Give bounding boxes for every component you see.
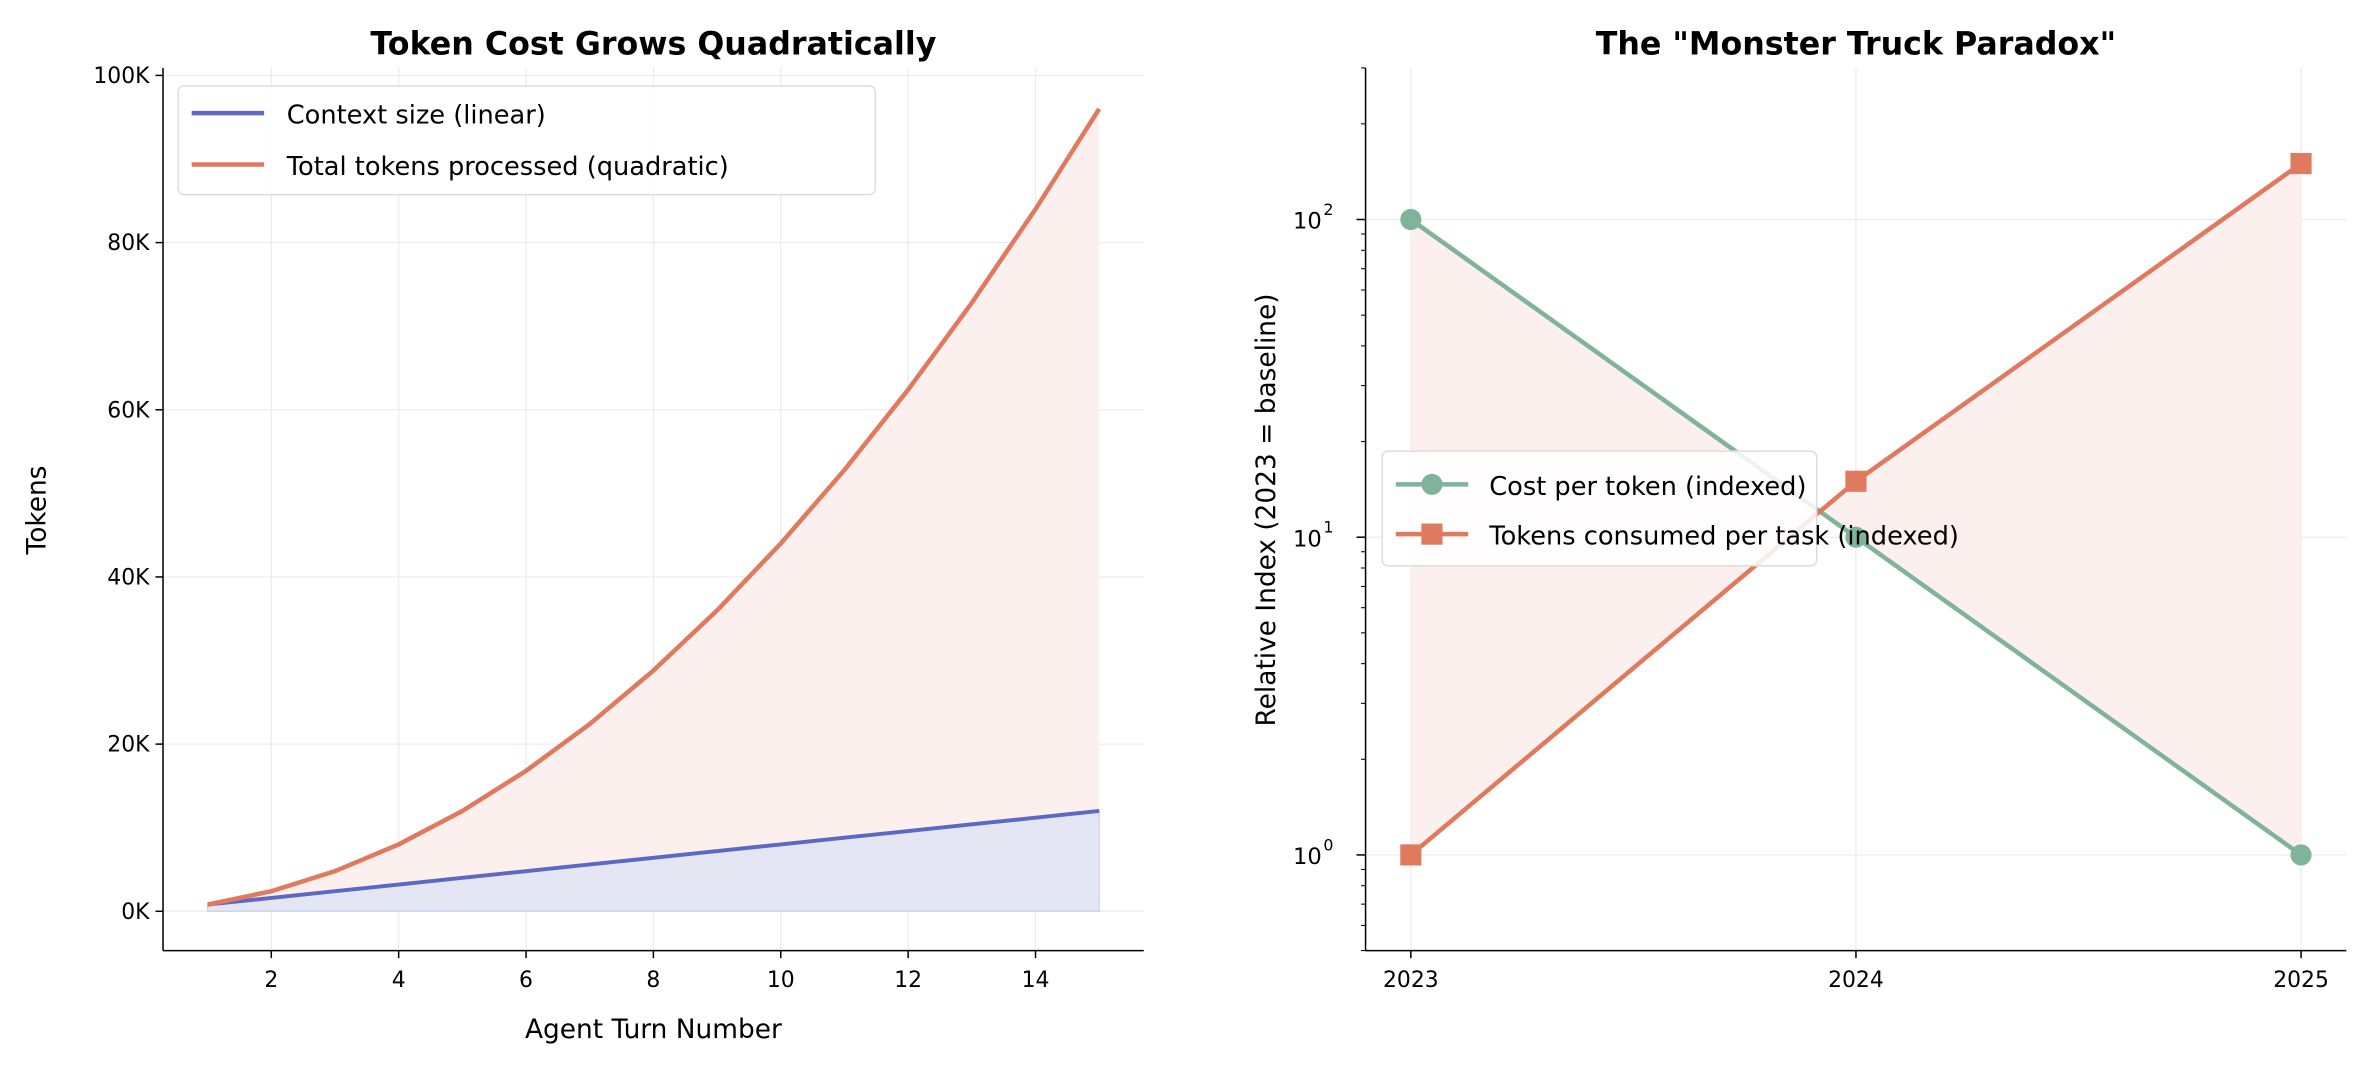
right-y-tick-exponent: 2 xyxy=(1323,200,1333,219)
tokens-per-task-marker xyxy=(1400,844,1422,866)
left-x-tick-label: 4 xyxy=(392,968,406,993)
left-x-tick-label: 10 xyxy=(767,968,795,993)
legend-label-total: Total tokens processed (quadratic) xyxy=(286,152,729,182)
legend-label-tokens: Tokens consumed per task (indexed) xyxy=(1488,522,1959,552)
legend-label-context: Context size (linear) xyxy=(287,101,546,131)
left-total-fill-area xyxy=(207,108,1100,905)
right-y-tick-label: 10 xyxy=(1293,844,1322,870)
legend-marker-cost xyxy=(1421,473,1443,495)
right-legend-box xyxy=(1381,450,1818,567)
right-x-tick-label: 2025 xyxy=(2273,968,2329,993)
tokens-per-task-marker xyxy=(2290,152,2312,175)
left-x-tick-label: 14 xyxy=(1022,968,1050,993)
cost-per-token-marker xyxy=(2290,844,2312,866)
left-y-tick-label: 40K xyxy=(107,565,150,590)
left-y-tick-label: 100K xyxy=(93,64,150,89)
left-x-label: Agent Turn Number xyxy=(525,1014,782,1045)
left-x-tick-label: 6 xyxy=(519,968,533,993)
right-y-label: Relative Index (2023 = baseline) xyxy=(1251,293,1282,726)
left-y-tick-label: 80K xyxy=(107,231,150,256)
legend-marker-tokens xyxy=(1421,523,1443,545)
right-y-tick-label: 10 xyxy=(1293,526,1322,552)
right-y-tick-exponent: 0 xyxy=(1323,835,1333,854)
legend-label-cost: Cost per token (indexed) xyxy=(1489,472,1806,502)
left-chart-title: Token Cost Grows Quadratically xyxy=(370,26,936,62)
left-y-tick-label: 20K xyxy=(107,733,150,758)
right-legend: Cost per token (indexed) Tokens consumed… xyxy=(1381,450,1959,567)
left-y-label: Tokens xyxy=(21,466,52,556)
left-legend: Context size (linear) Total tokens proce… xyxy=(177,85,876,196)
tokens-per-task-marker xyxy=(1845,470,1867,492)
right-chart-title: The "Monster Truck Paradox" xyxy=(1596,26,2116,62)
left-y-tick-label: 60K xyxy=(107,398,150,423)
left-x-tick-label: 8 xyxy=(646,968,660,993)
left-legend-box xyxy=(177,85,876,196)
cost-per-token-marker xyxy=(1400,208,1422,231)
cost-per-token-marker xyxy=(1845,526,1867,548)
left-x-tick-label: 12 xyxy=(894,968,922,993)
right-y-tick-exponent: 1 xyxy=(1323,518,1333,537)
right-fill-between-area xyxy=(1410,163,2302,855)
left-chart: 2 4 6 8 10 12 14 0K 20K 40K 60K 80K 100K Token Cost… xyxy=(21,26,1144,1045)
right-x-tick-label: 2024 xyxy=(1828,968,1884,993)
right-x-tick-label: 2023 xyxy=(1383,968,1439,993)
context-size-line xyxy=(207,809,1100,907)
left-y-tick-label: 0K xyxy=(121,900,150,925)
left-x-tick-label: 2 xyxy=(264,968,278,993)
total-tokens-line xyxy=(207,107,1102,907)
right-y-tick-label: 10 xyxy=(1293,209,1322,235)
